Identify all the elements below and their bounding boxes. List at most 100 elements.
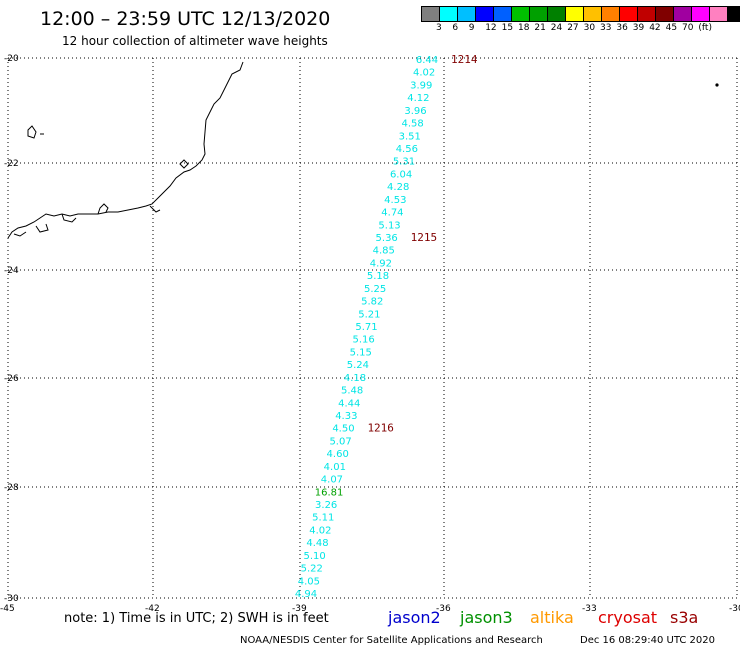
wave-height-label: 4.07: [321, 475, 343, 486]
satellite-name: cryosat: [598, 608, 658, 627]
footer-datetime: Dec 16 08:29:40 UTC 2020: [580, 635, 715, 646]
wave-height-label: 5.21: [358, 309, 380, 320]
footer-note: note: 1) Time is in UTC; 2) SWH is in fe…: [64, 611, 329, 626]
satellite-name: jason2: [388, 608, 441, 627]
wave-height-label: 4.44: [338, 398, 360, 409]
legend-label: 30: [583, 23, 596, 33]
wave-height-label: 5.71: [355, 322, 377, 333]
legend-label: 27: [567, 23, 579, 33]
wave-height-label: 4.33: [335, 411, 357, 422]
map-grid: [7, 57, 738, 599]
latitude-label: -24: [4, 266, 19, 276]
longitude-label: -33: [582, 604, 597, 614]
wave-height-label: 3.99: [410, 80, 432, 91]
wave-height-label: 4.01: [324, 462, 346, 473]
latitude-label: -30: [4, 594, 19, 604]
track-time-labels: 1214 1215 1216: [367, 53, 477, 435]
latitude-labels: -20 -22 -24 -26 -28 -30: [4, 54, 19, 604]
latitude-label: -26: [4, 374, 19, 384]
legend-label: 6: [452, 23, 459, 33]
wave-height-label: 5.18: [367, 271, 389, 282]
wave-height-label: 4.92: [370, 258, 392, 269]
wave-height-label: 3.26: [315, 500, 337, 511]
wave-height-label: 4.85: [373, 246, 395, 257]
wave-height-label: 5.10: [304, 551, 326, 562]
legend-label: 3: [436, 23, 442, 33]
satellite-track: 6.444.023.994.123.964.583.514.565.316.04…: [295, 55, 438, 600]
wave-height-label: 4.02: [413, 68, 435, 79]
wave-height-label: 4.48: [306, 538, 328, 549]
time-label: 1215: [411, 231, 438, 244]
legend-label: 36: [616, 23, 628, 33]
wave-height-label: 5.07: [329, 436, 351, 447]
wave-height-label: 4.12: [407, 93, 429, 104]
wave-height-label: 16.81: [315, 487, 344, 498]
longitude-label: -39: [292, 604, 307, 614]
legend-label: 9: [468, 23, 475, 33]
legend-label: 33: [600, 23, 612, 33]
wave-height-label: 4.74: [381, 208, 403, 219]
wave-height-label: 5.82: [361, 297, 383, 308]
page-subtitle: 12 hour collection of altimeter wave hei…: [62, 34, 328, 48]
time-label: 1216: [367, 422, 394, 435]
wave-height-label: 5.25: [364, 284, 386, 295]
wave-height-label: 5.22: [301, 564, 323, 575]
satellite-name: altika: [530, 608, 574, 627]
wave-height-label: 5.15: [350, 347, 372, 358]
wave-height-label: 5.24: [347, 360, 369, 371]
wave-height-label: 5.16: [352, 335, 374, 346]
time-label: 1214: [451, 53, 478, 66]
wave-height-label: 5.31: [393, 157, 415, 168]
coastline: [7, 61, 244, 239]
latitude-label: -22: [4, 159, 19, 169]
legend-label: 42: [649, 23, 661, 33]
wave-height-label: 4.05: [298, 576, 320, 587]
coastline-lagoon: [13, 205, 161, 237]
wave-height-label: 4.18: [344, 373, 366, 384]
legend-label: 15: [501, 23, 514, 33]
legend-swatch: [727, 6, 740, 22]
island-dot: [715, 83, 719, 87]
legend-label: 70: [682, 23, 694, 33]
wave-height-label: 6.04: [390, 169, 412, 180]
longitude-label: -45: [0, 604, 15, 614]
longitude-label: -36: [436, 604, 451, 614]
longitude-label: -30: [729, 604, 740, 614]
legend-label: 12: [485, 23, 497, 33]
wave-height-label: 5.13: [378, 220, 400, 231]
legend-swatches: [421, 6, 740, 22]
wave-height-label: 4.53: [384, 195, 406, 206]
wave-height-label: 5.48: [341, 386, 363, 397]
legend-label: 21: [534, 23, 546, 33]
longitude-labels: -45 -42 -39 -36 -33 -30: [0, 604, 740, 614]
wave-height-label: 3.51: [399, 131, 421, 142]
satellite-name: s3a: [670, 608, 699, 627]
coastline-bay: [35, 203, 109, 233]
color-legend: 3 6 9 12 15 18 21 24 27 30 33 36 39 42 45 70 (ft): [421, 6, 740, 33]
footer-credit: NOAA/NESDIS Center for Satellite Applica…: [240, 635, 543, 646]
coastline-islands: [27, 125, 189, 169]
longitude-label: -42: [145, 604, 160, 614]
legend-label: 39: [632, 23, 645, 33]
latitude-label: -28: [4, 483, 19, 493]
legend-label: 18: [518, 23, 530, 33]
legend-label: (ft): [698, 23, 712, 33]
latitude-label: -20: [4, 54, 19, 64]
wave-height-label: 6.44: [416, 55, 438, 66]
wave-height-label: 4.02: [309, 525, 331, 536]
wave-height-label: 4.28: [387, 182, 409, 193]
coastline-brazil: [7, 61, 244, 239]
wave-height-label: 4.58: [401, 119, 423, 130]
wave-height-label: 4.50: [332, 424, 354, 435]
wave-height-label: 5.11: [312, 513, 334, 524]
wave-height-label: 3.96: [404, 106, 426, 117]
wave-height-label: 4.56: [396, 144, 418, 155]
wave-height-label: 5.36: [376, 233, 398, 244]
page-title: 12:00 – 23:59 UTC 12/13/2020: [40, 8, 331, 30]
wave-height-label: 4.60: [327, 449, 349, 460]
legend-label: 24: [550, 23, 563, 33]
satellite-name: jason3: [460, 608, 513, 627]
legend-label: 45: [665, 23, 678, 33]
legend-labels: 3 6 9 12 15 18 21 24 27 30 33 36 39 42 45 70 (ft): [422, 23, 740, 37]
